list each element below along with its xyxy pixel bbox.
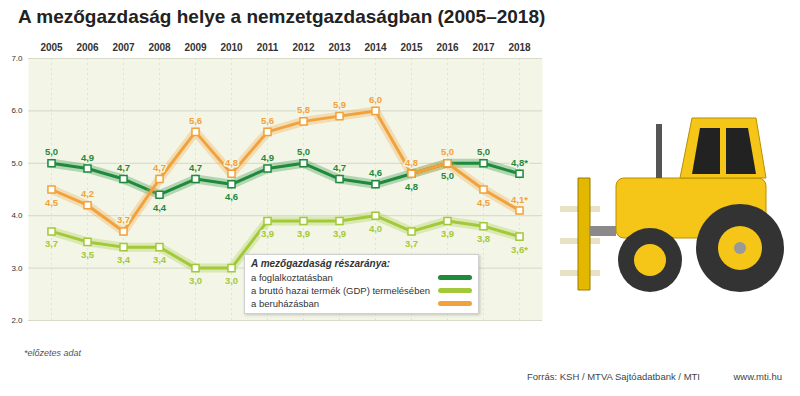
svg-text:4,5: 4,5 [45, 197, 59, 208]
svg-text:5,0: 5,0 [297, 146, 310, 157]
svg-text:2010: 2010 [220, 42, 243, 53]
svg-text:2008: 2008 [148, 42, 171, 53]
svg-text:5,6: 5,6 [261, 115, 274, 126]
svg-text:6,0: 6,0 [369, 94, 382, 105]
svg-text:2007: 2007 [112, 42, 135, 53]
svg-text:4,6: 4,6 [369, 167, 382, 178]
svg-text:7.0: 7.0 [11, 54, 23, 63]
svg-text:3,4: 3,4 [117, 254, 131, 265]
svg-text:2009: 2009 [184, 42, 207, 53]
svg-text:5,9: 5,9 [333, 99, 346, 110]
html-text:A mezőgazdaság részaránya:: A mezőgazdaság részaránya: [251, 258, 391, 269]
svg-text:5,0: 5,0 [45, 146, 58, 157]
svg-text:3,9: 3,9 [333, 228, 346, 239]
svg-text:4,0: 4,0 [369, 223, 382, 234]
svg-text:5,6: 5,6 [189, 115, 202, 126]
html-text:a beruházásban: a beruházásban [251, 298, 320, 309]
svg-text:3,8: 3,8 [477, 233, 490, 244]
svg-text:2005: 2005 [40, 42, 63, 53]
svg-text:4,8*: 4,8* [511, 157, 528, 168]
svg-text:3,9: 3,9 [441, 228, 454, 239]
svg-text:2016: 2016 [436, 42, 459, 53]
svg-text:2018: 2018 [508, 42, 531, 53]
svg-text:5.0: 5.0 [11, 159, 23, 168]
html-text:Forrás: KSH / MTVA Sajtóadatba: Forrás: KSH / MTVA Sajtóadatbank / MTI [527, 371, 700, 382]
svg-text:4,6: 4,6 [225, 191, 238, 202]
svg-text:2017: 2017 [472, 42, 495, 53]
svg-text:4,4: 4,4 [153, 202, 167, 213]
svg-text:3,9: 3,9 [261, 228, 274, 239]
svg-text:3,9: 3,9 [297, 228, 310, 239]
html-text:*előzetes adat: *előzetes adat [24, 348, 81, 358]
svg-text:4,1*: 4,1* [511, 194, 528, 205]
svg-text:3,7: 3,7 [117, 214, 130, 225]
svg-text:2014: 2014 [364, 42, 387, 53]
svg-text:6.0: 6.0 [11, 106, 23, 115]
svg-text:4,2: 4,2 [81, 188, 94, 199]
svg-text:4,7: 4,7 [333, 162, 346, 173]
svg-text:3,0: 3,0 [189, 275, 202, 286]
svg-text:4,7: 4,7 [153, 162, 166, 173]
html-text:a bruttó hazai termék (GDP) te: a bruttó hazai termék (GDP) termelésében [251, 285, 430, 296]
svg-text:4,9: 4,9 [81, 152, 94, 163]
svg-text:4,9: 4,9 [261, 152, 274, 163]
svg-text:2.0: 2.0 [11, 316, 23, 325]
svg-text:3,7: 3,7 [45, 238, 58, 249]
svg-text:2015: 2015 [400, 42, 423, 53]
svg-text:4,7: 4,7 [117, 162, 130, 173]
svg-text:5,0: 5,0 [440, 170, 455, 182]
svg-text:2013: 2013 [328, 42, 351, 53]
svg-text:2012: 2012 [292, 42, 315, 53]
html-text:www.mti.hu: www.mti.hu [733, 371, 782, 382]
svg-text:3,0: 3,0 [225, 275, 238, 286]
svg-text:3.0: 3.0 [11, 264, 23, 273]
svg-text:5,0: 5,0 [477, 146, 490, 157]
svg-text:4,8: 4,8 [405, 157, 418, 168]
svg-text:2011: 2011 [257, 42, 279, 53]
svg-text:3,7: 3,7 [405, 238, 418, 249]
svg-text:3,6*: 3,6* [511, 244, 528, 255]
svg-text:3,4: 3,4 [153, 254, 167, 265]
svg-text:5,8: 5,8 [297, 104, 310, 115]
svg-text:4,8: 4,8 [405, 181, 418, 192]
svg-text:2006: 2006 [76, 42, 99, 53]
html-text:a foglalkoztatásban: a foglalkoztatásban [251, 272, 333, 283]
svg-text:5,0: 5,0 [441, 146, 454, 157]
svg-text:4,5: 4,5 [477, 197, 491, 208]
svg-text:4.0: 4.0 [11, 211, 23, 220]
svg-text:4,8: 4,8 [225, 157, 238, 168]
svg-text:4,7: 4,7 [189, 162, 202, 173]
html-text:A mezőgazdaság helye a nemzetg: A mezőgazdaság helye a nemzetgazdaságban… [18, 6, 546, 27]
svg-text:3,5: 3,5 [81, 249, 95, 260]
